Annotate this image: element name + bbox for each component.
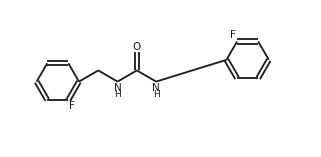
Text: F: F bbox=[69, 100, 74, 111]
Text: N: N bbox=[152, 84, 160, 93]
Text: N: N bbox=[114, 84, 121, 93]
Text: H: H bbox=[153, 89, 160, 99]
Text: H: H bbox=[114, 89, 121, 99]
Text: F: F bbox=[230, 30, 236, 40]
Text: O: O bbox=[133, 42, 141, 52]
